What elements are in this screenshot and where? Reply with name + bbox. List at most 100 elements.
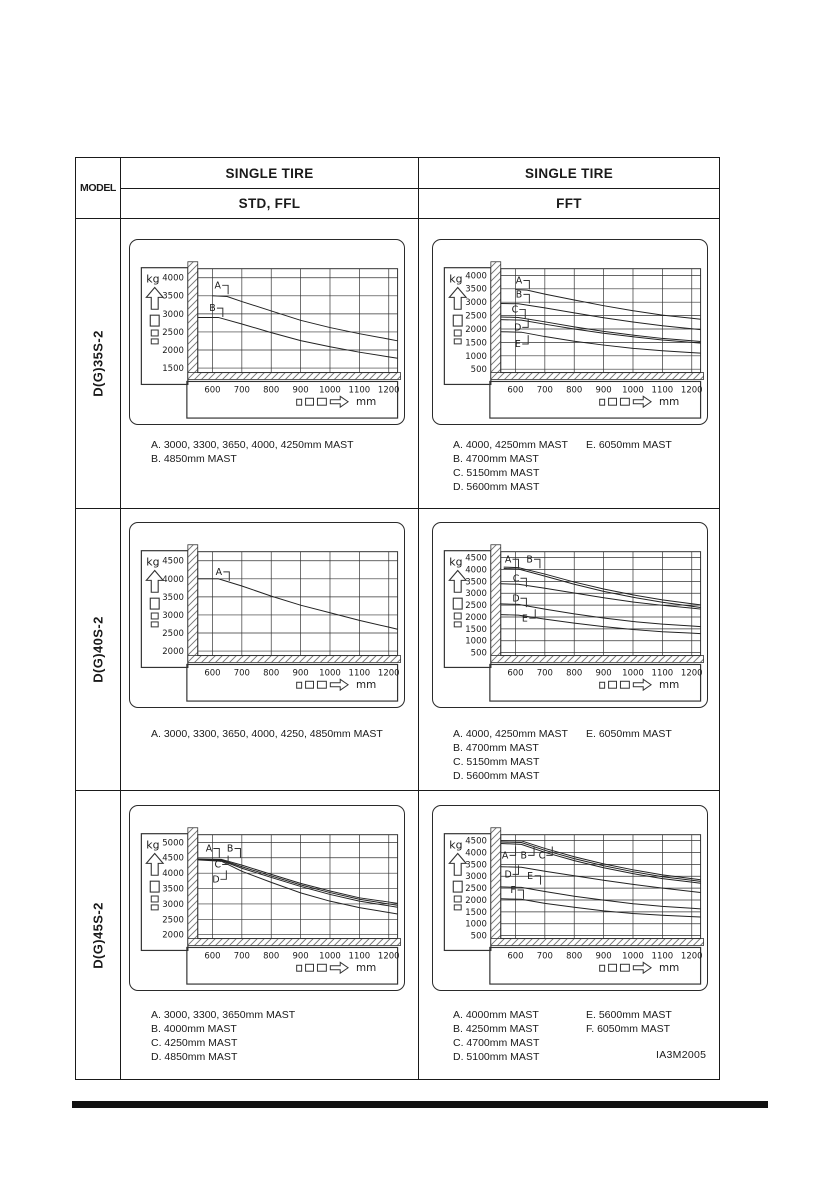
svg-text:2500: 2500	[162, 629, 184, 639]
mast-legend: A. 4000, 4250mm MAST B. 4700mm MAST C. 5…	[453, 727, 672, 783]
legend-line: A. 4000, 4250mm MAST	[453, 439, 568, 451]
svg-text:B: B	[227, 844, 233, 855]
capacity-chart: 600 700 800 900 1000 1100 1200 500 1000 1500 2000 2…	[432, 522, 708, 708]
svg-text:D: D	[212, 874, 219, 885]
legend-line: A. 4000, 4250mm MAST	[453, 728, 568, 740]
svg-text:2000: 2000	[465, 896, 487, 906]
legend-line: B. 4700mm MAST	[453, 453, 539, 465]
svg-text:1100: 1100	[349, 668, 371, 678]
svg-text:A: A	[216, 567, 223, 578]
svg-text:B: B	[526, 554, 532, 565]
svg-text:2000: 2000	[162, 346, 184, 356]
svg-text:C: C	[513, 573, 520, 584]
svg-text:A: A	[516, 276, 523, 287]
svg-text:1000: 1000	[622, 385, 644, 395]
svg-text:500: 500	[471, 932, 487, 942]
model-label: D(G)40S-2	[90, 616, 106, 683]
svg-text:mm: mm	[659, 679, 679, 691]
svg-text:D: D	[514, 323, 521, 334]
cell-dg40s2-fft: 600 700 800 900 1000 1100 1200 500 1000 1500 2000 2…	[419, 509, 719, 791]
svg-text:700: 700	[234, 385, 250, 395]
capacity-chart: 600 700 800 900 1000 1100 1200 500 1000 1500 2000 2…	[432, 805, 708, 991]
svg-text:500: 500	[471, 365, 487, 375]
svg-text:1000: 1000	[622, 951, 644, 961]
svg-text:mm: mm	[356, 962, 376, 974]
svg-text:B: B	[516, 290, 522, 301]
svg-text:A: A	[505, 554, 512, 565]
svg-text:700: 700	[537, 951, 553, 961]
col2-subtitle-cell: FFT	[419, 189, 719, 219]
legend-line: A. 4000mm MAST	[453, 1009, 539, 1021]
capacity-chart-svg: 600 700 800 900 1000 1100 1200 1500 2000 2500 3000…	[140, 261, 401, 419]
svg-text:1200: 1200	[681, 668, 703, 678]
svg-text:1100: 1100	[652, 951, 674, 961]
svg-text:4500: 4500	[162, 854, 184, 864]
model-cell-dg45s2: D(G)45S-2	[76, 791, 121, 1079]
svg-text:mm: mm	[659, 962, 679, 974]
svg-text:900: 900	[292, 385, 308, 395]
legend-line: A. 3000, 3300, 3650, 4000, 4250mm MAST	[151, 439, 354, 451]
capacity-chart: 600 700 800 900 1000 1100 1200 2000 2500 3000 3500…	[129, 805, 405, 991]
svg-text:5000: 5000	[162, 838, 184, 848]
col1-title-cell: SINGLE TIRE	[121, 158, 419, 189]
mast-legend-col2: E. 5600mm MAST F. 6050mm MAST	[586, 1008, 672, 1036]
mast-legend: A. 4000mm MAST B. 4250mm MAST C. 4700mm …	[453, 1008, 672, 1064]
document-code: IA3M2005	[656, 1049, 707, 1061]
svg-text:mm: mm	[659, 396, 679, 408]
svg-text:700: 700	[234, 668, 250, 678]
mast-legend: A. 3000, 3300, 3650, 4000, 4250mm MAST B…	[151, 438, 354, 466]
svg-text:1000: 1000	[319, 668, 341, 678]
cell-dg40s2-std-ffl: 600 700 800 900 1000 1100 1200 2000 2500 3000 3500…	[121, 509, 419, 791]
legend-line: B. 4000mm MAST	[151, 1023, 237, 1035]
legend-line: D. 5600mm MAST	[453, 481, 540, 493]
capacity-chart: 600 700 800 900 1000 1100 1200 1500 2000 2500 3000…	[129, 239, 405, 425]
svg-text:4500: 4500	[465, 837, 487, 847]
svg-text:600: 600	[507, 668, 523, 678]
svg-text:kg: kg	[146, 556, 159, 569]
svg-text:900: 900	[595, 385, 611, 395]
legend-line: B. 4850mm MAST	[151, 453, 237, 465]
svg-text:kg: kg	[449, 839, 462, 852]
svg-text:kg: kg	[449, 273, 462, 286]
cell-dg35s2-fft: 600 700 800 900 1000 1100 1200 500 1000 1500 2000 2…	[419, 219, 719, 509]
svg-text:600: 600	[507, 951, 523, 961]
legend-line: C. 5150mm MAST	[453, 467, 540, 479]
cell-dg45s2-std-ffl: 600 700 800 900 1000 1100 1200 2000 2500 3000 3500…	[121, 791, 419, 1079]
capacity-chart-svg: 600 700 800 900 1000 1100 1200 500 1000 1500 2000 2…	[443, 827, 704, 985]
svg-text:800: 800	[263, 385, 279, 395]
svg-text:B: B	[520, 851, 526, 862]
svg-text:2500: 2500	[465, 312, 487, 322]
svg-text:500: 500	[471, 649, 487, 659]
svg-text:3500: 3500	[465, 285, 487, 295]
capacity-chart-svg: 600 700 800 900 1000 1100 1200 500 1000 1500 2000 2…	[443, 544, 704, 702]
svg-text:800: 800	[263, 668, 279, 678]
model-header-cell: MODEL	[76, 158, 121, 219]
svg-text:4000: 4000	[162, 575, 184, 585]
legend-line: A. 3000, 3300, 3650, 4000, 4250, 4850mm …	[151, 728, 383, 740]
svg-text:3500: 3500	[162, 292, 184, 302]
svg-text:1000: 1000	[465, 920, 487, 930]
svg-text:A: A	[215, 280, 222, 291]
svg-text:900: 900	[595, 668, 611, 678]
legend-line: E. 5600mm MAST	[586, 1009, 672, 1021]
svg-text:1000: 1000	[319, 951, 341, 961]
svg-text:kg: kg	[449, 556, 462, 569]
svg-text:1500: 1500	[162, 364, 184, 374]
svg-text:E: E	[515, 339, 521, 350]
legend-line: E. 6050mm MAST	[586, 439, 672, 451]
svg-text:800: 800	[566, 668, 582, 678]
svg-text:F: F	[510, 885, 515, 896]
legend-line: C. 4700mm MAST	[453, 1037, 540, 1049]
svg-text:C: C	[512, 305, 519, 316]
page-bottom-rule	[72, 1101, 768, 1108]
capacity-chart: 600 700 800 900 1000 1100 1200 500 1000 1500 2000 2…	[432, 239, 708, 425]
svg-text:600: 600	[507, 385, 523, 395]
capacity-chart-svg: 600 700 800 900 1000 1100 1200 500 1000 1500 2000 2…	[443, 261, 704, 419]
legend-line: B. 4700mm MAST	[453, 742, 539, 754]
svg-text:2500: 2500	[162, 328, 184, 338]
capacity-chart-svg: 600 700 800 900 1000 1100 1200 2000 2500 3000 3500…	[140, 827, 401, 985]
svg-text:3500: 3500	[162, 593, 184, 603]
svg-text:4000: 4000	[465, 565, 487, 575]
svg-text:kg: kg	[146, 839, 159, 852]
col2-title: SINGLE TIRE	[524, 165, 614, 181]
